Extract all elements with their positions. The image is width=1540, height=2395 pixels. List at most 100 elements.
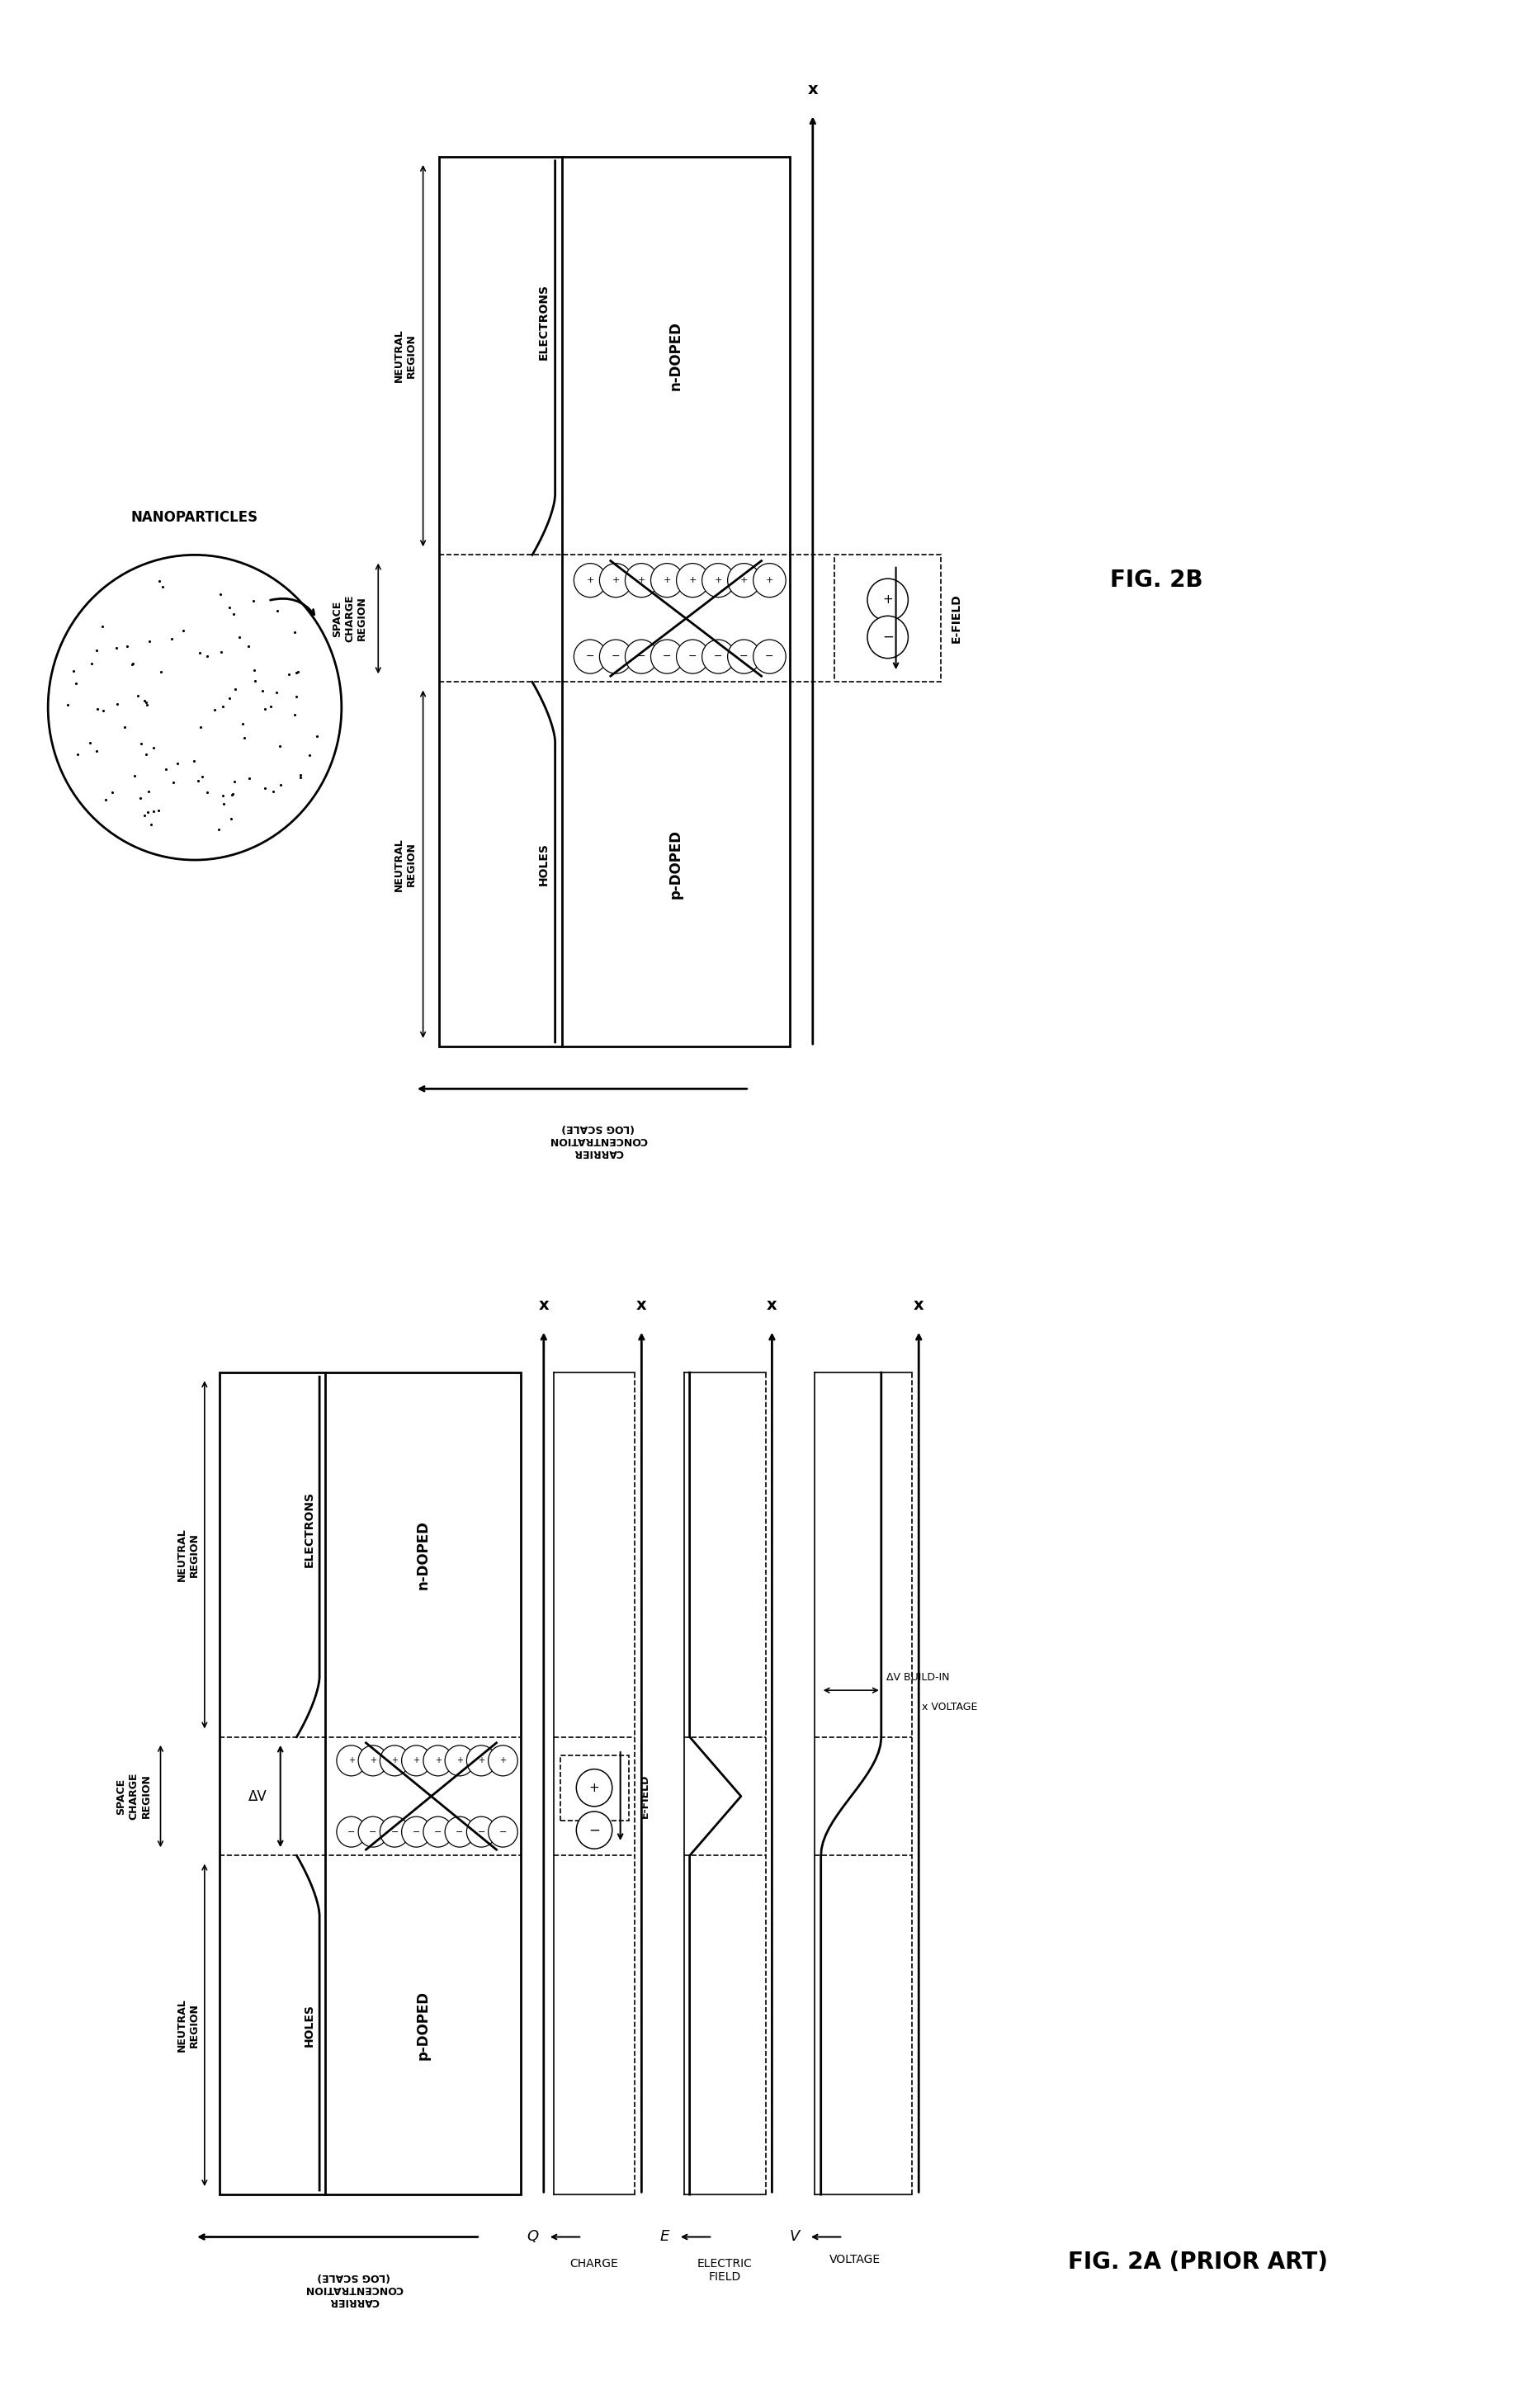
Text: −: − — [688, 651, 698, 661]
Circle shape — [445, 1746, 474, 1777]
Text: +: + — [664, 577, 671, 584]
Text: +: + — [611, 577, 619, 584]
Text: +: + — [882, 594, 893, 606]
Text: ELECTRIC
FIELD: ELECTRIC FIELD — [698, 2258, 753, 2282]
Circle shape — [574, 563, 607, 596]
Text: +: + — [370, 1756, 376, 1765]
Text: x: x — [913, 1298, 924, 1312]
Circle shape — [576, 1811, 613, 1849]
Text: +: + — [741, 577, 748, 584]
Text: x: x — [807, 81, 818, 98]
Circle shape — [424, 1746, 453, 1777]
Text: −: − — [370, 1827, 377, 1837]
Text: −: − — [638, 651, 645, 661]
Bar — [835, 556, 941, 683]
Circle shape — [651, 639, 684, 673]
Text: +: + — [715, 577, 722, 584]
Circle shape — [625, 639, 658, 673]
Circle shape — [599, 639, 631, 673]
Text: −: − — [499, 1827, 507, 1837]
Text: −: − — [391, 1827, 399, 1837]
Circle shape — [488, 1746, 517, 1777]
Text: −: − — [477, 1827, 485, 1837]
Circle shape — [702, 639, 735, 673]
Text: NEUTRAL
REGION: NEUTRAL REGION — [177, 1528, 200, 1581]
Text: x: x — [767, 1298, 778, 1312]
Circle shape — [651, 563, 684, 596]
Text: E-FIELD: E-FIELD — [639, 1775, 650, 1818]
Text: CHARGE: CHARGE — [570, 2258, 619, 2270]
Circle shape — [599, 563, 631, 596]
Circle shape — [676, 639, 708, 673]
Text: +: + — [413, 1756, 419, 1765]
Circle shape — [625, 563, 658, 596]
Text: ELECTRONS: ELECTRONS — [303, 1492, 314, 1566]
Text: VOLTAGE: VOLTAGE — [830, 2254, 881, 2266]
Text: ΔV BUILD-IN: ΔV BUILD-IN — [885, 1672, 949, 1684]
Text: x: x — [636, 1298, 647, 1312]
Circle shape — [574, 639, 607, 673]
Text: p-DOPED: p-DOPED — [416, 1990, 431, 2060]
Circle shape — [380, 1815, 410, 1847]
Text: +: + — [434, 1756, 442, 1765]
Circle shape — [424, 1815, 453, 1847]
Circle shape — [702, 563, 735, 596]
Text: −: − — [662, 651, 671, 661]
Circle shape — [676, 563, 708, 596]
Circle shape — [488, 1815, 517, 1847]
Circle shape — [867, 580, 909, 620]
Text: −: − — [588, 1823, 601, 1837]
Text: +: + — [765, 577, 773, 584]
Text: n-DOPED: n-DOPED — [668, 321, 684, 390]
Text: −: − — [456, 1827, 464, 1837]
Circle shape — [359, 1815, 388, 1847]
Text: +: + — [456, 1756, 464, 1765]
Text: −: − — [715, 651, 722, 661]
Circle shape — [727, 639, 761, 673]
Circle shape — [402, 1815, 431, 1847]
Text: +: + — [588, 1782, 599, 1794]
Text: +: + — [587, 577, 594, 584]
Circle shape — [48, 556, 342, 860]
Circle shape — [445, 1815, 474, 1847]
Text: FIG. 2B: FIG. 2B — [1110, 568, 1203, 592]
Text: −: − — [413, 1827, 420, 1837]
Circle shape — [727, 563, 761, 596]
Text: −: − — [739, 651, 748, 661]
Circle shape — [867, 616, 909, 659]
Text: p-DOPED: p-DOPED — [668, 829, 684, 898]
Text: +: + — [477, 1756, 485, 1765]
Text: E-FIELD: E-FIELD — [950, 594, 962, 644]
Circle shape — [402, 1746, 431, 1777]
Text: CARRIER
CONCENTRATION
(LOG SCALE): CARRIER CONCENTRATION (LOG SCALE) — [305, 2270, 403, 2306]
Text: SPACE
CHARGE
REGION: SPACE CHARGE REGION — [333, 594, 368, 642]
Circle shape — [576, 1770, 613, 1806]
Text: NANOPARTICLES: NANOPARTICLES — [131, 510, 259, 525]
Text: x: x — [539, 1298, 548, 1312]
Text: −: − — [611, 651, 621, 661]
Text: x VOLTAGE: x VOLTAGE — [922, 1703, 978, 1712]
Circle shape — [753, 563, 785, 596]
Circle shape — [337, 1746, 367, 1777]
Text: CARRIER
CONCENTRATION
(LOG SCALE): CARRIER CONCENTRATION (LOG SCALE) — [550, 1123, 647, 1159]
Text: −: − — [348, 1827, 356, 1837]
Circle shape — [359, 1746, 388, 1777]
Text: ΔV: ΔV — [248, 1789, 266, 1803]
Circle shape — [753, 639, 785, 673]
Circle shape — [380, 1746, 410, 1777]
Text: HOLES: HOLES — [303, 2005, 314, 2045]
Text: −: − — [585, 651, 594, 661]
Text: −: − — [765, 651, 775, 661]
Text: +: + — [638, 577, 645, 584]
Circle shape — [467, 1746, 496, 1777]
Text: +: + — [499, 1756, 507, 1765]
Text: −: − — [882, 630, 893, 644]
Text: NEUTRAL
REGION: NEUTRAL REGION — [394, 838, 417, 891]
Text: FIG. 2A (PRIOR ART): FIG. 2A (PRIOR ART) — [1067, 2251, 1327, 2273]
Text: HOLES: HOLES — [537, 843, 550, 886]
Text: Q: Q — [527, 2230, 539, 2244]
Text: NEUTRAL
REGION: NEUTRAL REGION — [177, 1997, 200, 2053]
Text: SPACE
CHARGE
REGION: SPACE CHARGE REGION — [115, 1772, 151, 1820]
Text: NEUTRAL
REGION: NEUTRAL REGION — [394, 328, 417, 383]
Text: −: − — [434, 1827, 442, 1837]
